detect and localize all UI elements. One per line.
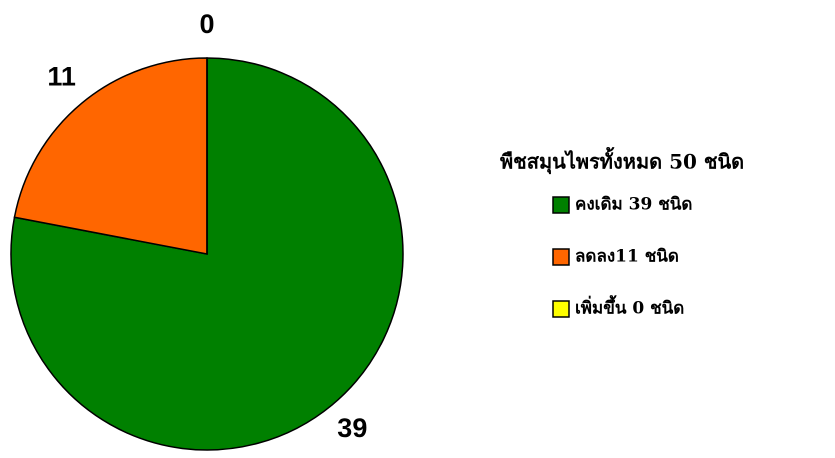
data-label: 0	[199, 9, 214, 39]
pie-slice	[13, 57, 208, 255]
legend-swatch	[552, 248, 570, 266]
data-label: 11	[47, 61, 76, 91]
legend-swatch	[552, 196, 570, 214]
legend-label: เพิ่มขึ้น 0 ชนิด	[575, 295, 684, 319]
legend-label: คงเดิม 39 ชนิด	[575, 195, 692, 215]
legend-label: ลดลง11 ชนิด	[575, 247, 679, 267]
legend-swatch	[552, 300, 570, 318]
data-label: 39	[337, 413, 367, 443]
pie-slice	[10, 57, 404, 451]
legend-title: พืชสมุนไพรทั้งหมด 50 ชนิด	[500, 147, 744, 175]
